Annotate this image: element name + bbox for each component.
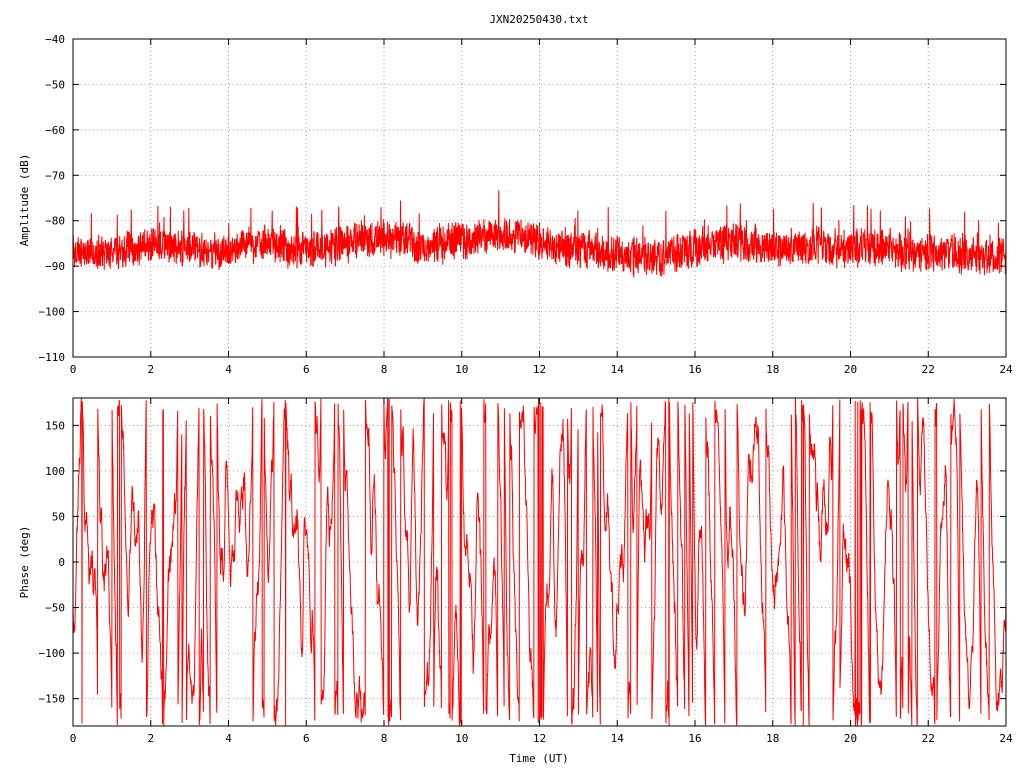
- x-tick-label: 6: [303, 732, 310, 745]
- x-tick-label: 6: [303, 363, 310, 376]
- x-tick-label: 22: [922, 363, 935, 376]
- y-tick-label: 0: [58, 556, 65, 569]
- phase-series-line: [72, 398, 1007, 727]
- y-tick-label: −100: [39, 306, 66, 319]
- phase-y-tick-labels: 150 100 50 0 −50 −100 −150: [39, 419, 66, 705]
- x-tick-label: 14: [611, 732, 625, 745]
- x-tick-label: 16: [688, 363, 701, 376]
- x-tick-label: 24: [999, 732, 1013, 745]
- x-tick-label: 2: [147, 732, 154, 745]
- phase-panel: 0 2 4 6 8 10 12 14 16 18 20 22 24 150100500−50−100−1…: [18, 397, 1013, 765]
- amplitude-trace: [72, 190, 1007, 278]
- y-tick-label: −50: [45, 78, 65, 91]
- amplitude-frame: [72, 38, 1007, 358]
- x-tick-label: 12: [533, 732, 546, 745]
- amplitude-series-line: [72, 190, 1007, 278]
- x-tick-label: 10: [455, 363, 468, 376]
- phase-frame: [72, 397, 1007, 727]
- y-tick-label: 100: [45, 465, 65, 478]
- amplitude-grid: [73, 39, 1006, 357]
- x-tick-label: 24: [999, 363, 1013, 376]
- y-tick-label: −40: [45, 33, 65, 46]
- x-tick-label: 4: [225, 363, 232, 376]
- y-tick-label: −100: [39, 647, 66, 660]
- y-tick-label: −60: [45, 124, 65, 137]
- x-tick-label: 4: [225, 732, 232, 745]
- chart-title: JXN20250430.txt: [489, 13, 588, 26]
- y-tick-label: −150: [39, 693, 66, 706]
- y-tick-label: −50: [45, 602, 65, 615]
- y-tick-label: −90: [45, 260, 65, 273]
- y-tick-label: −80: [45, 215, 65, 228]
- x-tick-label: 8: [381, 363, 388, 376]
- y-tick-label: −110: [39, 351, 66, 364]
- x-tick-label: 14: [611, 363, 625, 376]
- amplitude-ticks: [72, 38, 1007, 358]
- x-tick-label: 2: [147, 363, 154, 376]
- phase-y-axis-label: Phase (deg): [18, 526, 31, 599]
- y-tick-label: 50: [52, 510, 65, 523]
- x-tick-label: 16: [688, 732, 701, 745]
- amplitude-x-tick-labels: 0 2 4 6 8 10 12 14 16 18 20 22 24: [70, 363, 1013, 376]
- amplitude-panel: 0 2 4 6 8 10 12 14 16 18 20 22 24 −40−50−60−70−80−90…: [18, 33, 1013, 376]
- y-tick-label: 150: [45, 419, 65, 432]
- x-tick-label: 12: [533, 363, 546, 376]
- x-tick-label: 10: [455, 732, 468, 745]
- amplitude-y-axis-label: Amplitude (dB): [18, 154, 31, 247]
- x-tick-label: 8: [381, 732, 388, 745]
- phase-x-axis-label: Time (UT): [509, 752, 569, 765]
- x-tick-label: 18: [766, 732, 779, 745]
- phase-trace: [72, 398, 1007, 727]
- x-tick-label: 0: [70, 363, 77, 376]
- x-tick-label: 20: [844, 732, 857, 745]
- x-tick-label: 0: [70, 732, 77, 745]
- x-tick-label: 22: [922, 732, 935, 745]
- phase-x-tick-labels: 0 2 4 6 8 10 12 14 16 18 20 22 24: [70, 732, 1013, 745]
- amplitude-y-tick-labels: −40 −50 −60 −70 −80 −90 −100 −110: [39, 33, 66, 364]
- x-tick-label: 20: [844, 363, 857, 376]
- x-tick-label: 18: [766, 363, 779, 376]
- y-tick-label: −70: [45, 169, 65, 182]
